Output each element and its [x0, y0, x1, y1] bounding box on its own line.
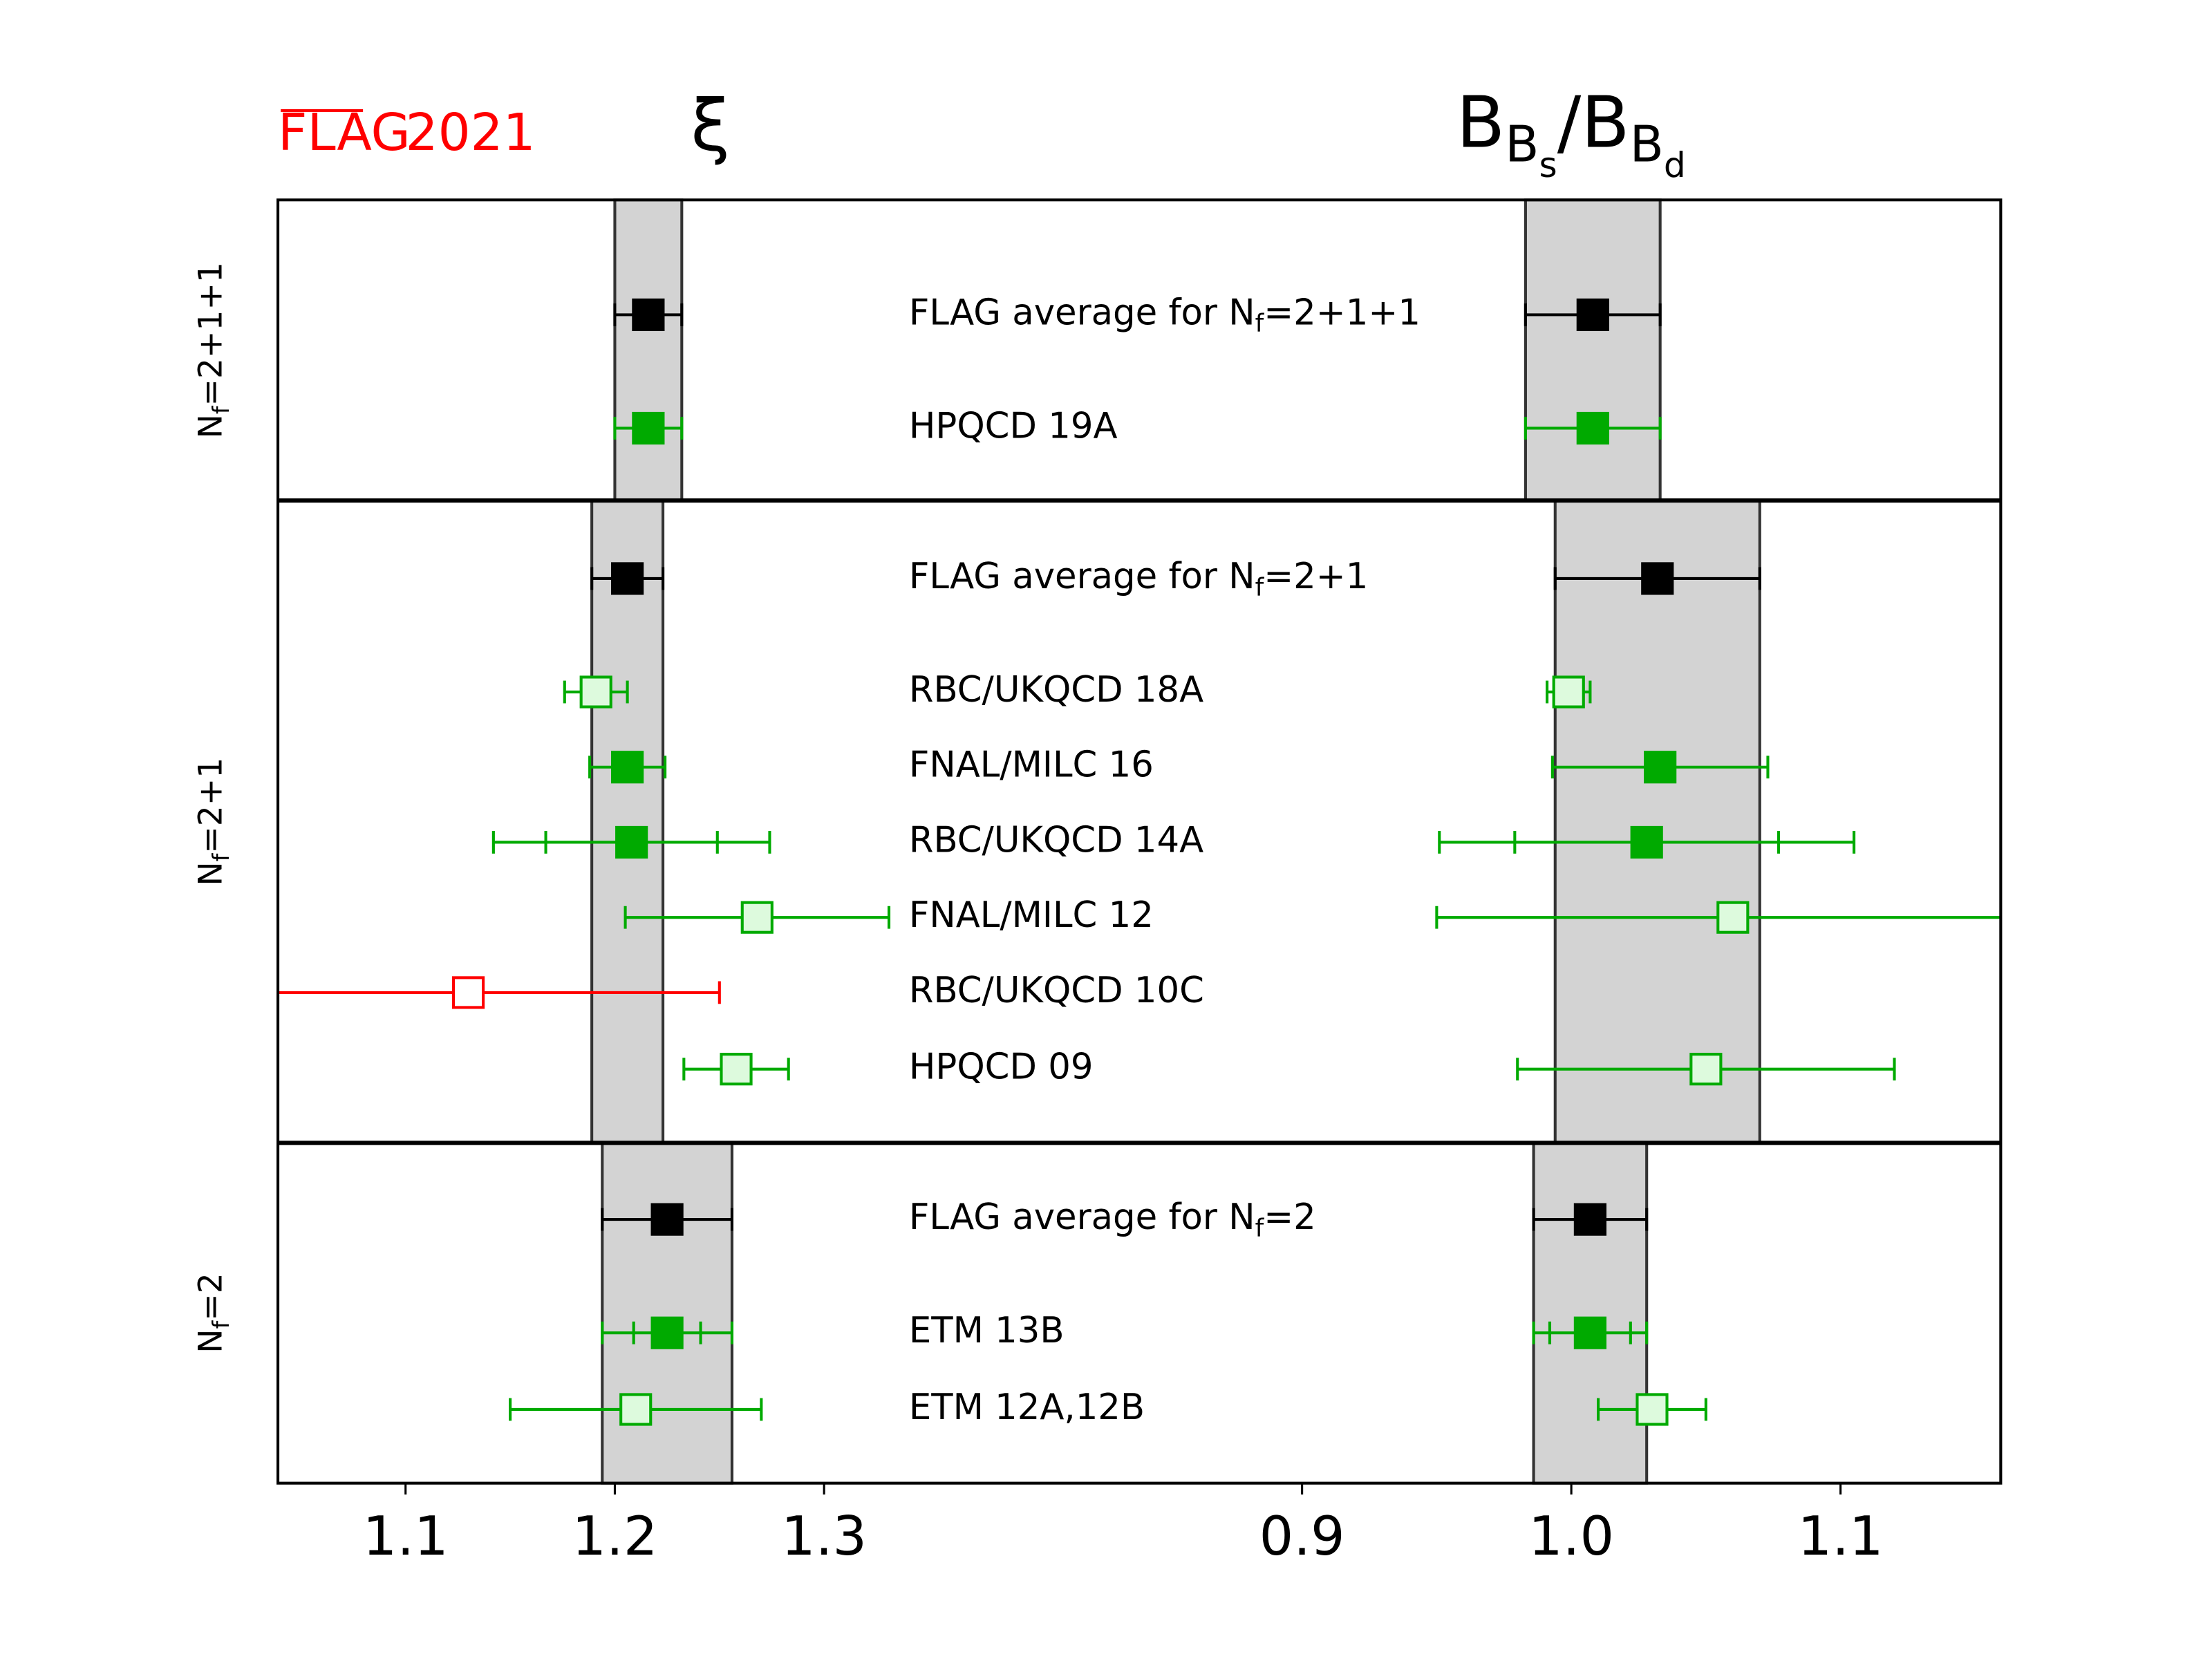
- marker: [619, 1393, 653, 1426]
- row-label: FNAL/MILC 12: [909, 894, 1154, 936]
- row-label: FNAL/MILC 16: [909, 744, 1154, 786]
- marker: [1644, 751, 1677, 784]
- marker: [611, 562, 644, 595]
- row-label: RBC/UKQCD 14A: [909, 819, 1203, 861]
- row-label: HPQCD 19A: [909, 405, 1118, 447]
- marker: [1552, 675, 1585, 709]
- marks: [278, 298, 2001, 1426]
- group-label: Nf=2+1: [192, 758, 234, 886]
- marker: [1635, 1393, 1669, 1426]
- row-label: HPQCD 09: [909, 1047, 1094, 1088]
- chart-title: BBs/BBd: [1456, 82, 1686, 185]
- row-label: RBC/UKQCD 10C: [909, 970, 1204, 1011]
- marker: [615, 825, 648, 859]
- marker: [451, 976, 485, 1009]
- marker: [720, 1053, 753, 1086]
- marker: [1689, 1053, 1723, 1086]
- marker: [1573, 1203, 1606, 1236]
- average-band: [601, 1141, 734, 1485]
- x-tick-label: 1.3: [781, 1506, 867, 1568]
- marker: [1716, 901, 1750, 934]
- logo-year: 2021: [406, 103, 536, 162]
- marker: [1576, 298, 1609, 331]
- chart-title: ξ: [691, 85, 730, 167]
- average-band: [613, 198, 684, 503]
- plot-frame: [276, 198, 2003, 1485]
- average-band: [1532, 1141, 1649, 1485]
- marker: [611, 751, 644, 784]
- logo: FLAG: [278, 103, 411, 162]
- x-tick-label: 0.9: [1259, 1506, 1345, 1568]
- marker: [1573, 1316, 1606, 1349]
- marker: [740, 901, 774, 934]
- average-band: [590, 499, 665, 1145]
- marker: [632, 411, 665, 445]
- marker: [1630, 825, 1663, 859]
- x-tick-label: 1.0: [1528, 1506, 1614, 1568]
- average-band: [1524, 198, 1662, 503]
- group-label: Nf=2+1+1: [192, 262, 234, 438]
- marker: [632, 298, 665, 331]
- row-label: FLAG average for Nf=2: [909, 1197, 1316, 1242]
- frame: ξ BBs/BBd FLAG average for Nf=2+1+1 HPQCD 1…: [192, 82, 2003, 1568]
- row-label: ETM 13B: [909, 1310, 1065, 1351]
- marker: [1641, 562, 1674, 595]
- bands: [590, 198, 1761, 1485]
- group-label: Nf=2: [192, 1273, 234, 1353]
- marker: [579, 675, 612, 709]
- x-tick-label: 1.2: [572, 1506, 657, 1568]
- marker: [1576, 411, 1609, 445]
- marker: [650, 1316, 684, 1349]
- row-label: FLAG average for Nf=2+1: [909, 556, 1369, 601]
- average-band: [1553, 499, 1761, 1145]
- x-tick-label: 1.1: [1798, 1506, 1884, 1568]
- x-tick-label: 1.1: [363, 1506, 449, 1568]
- row-label: FLAG average for Nf=2+1+1: [909, 292, 1421, 337]
- row-label: ETM 12A,12B: [909, 1387, 1145, 1428]
- row-label: RBC/UKQCD 18A: [909, 669, 1203, 711]
- marker: [650, 1203, 684, 1236]
